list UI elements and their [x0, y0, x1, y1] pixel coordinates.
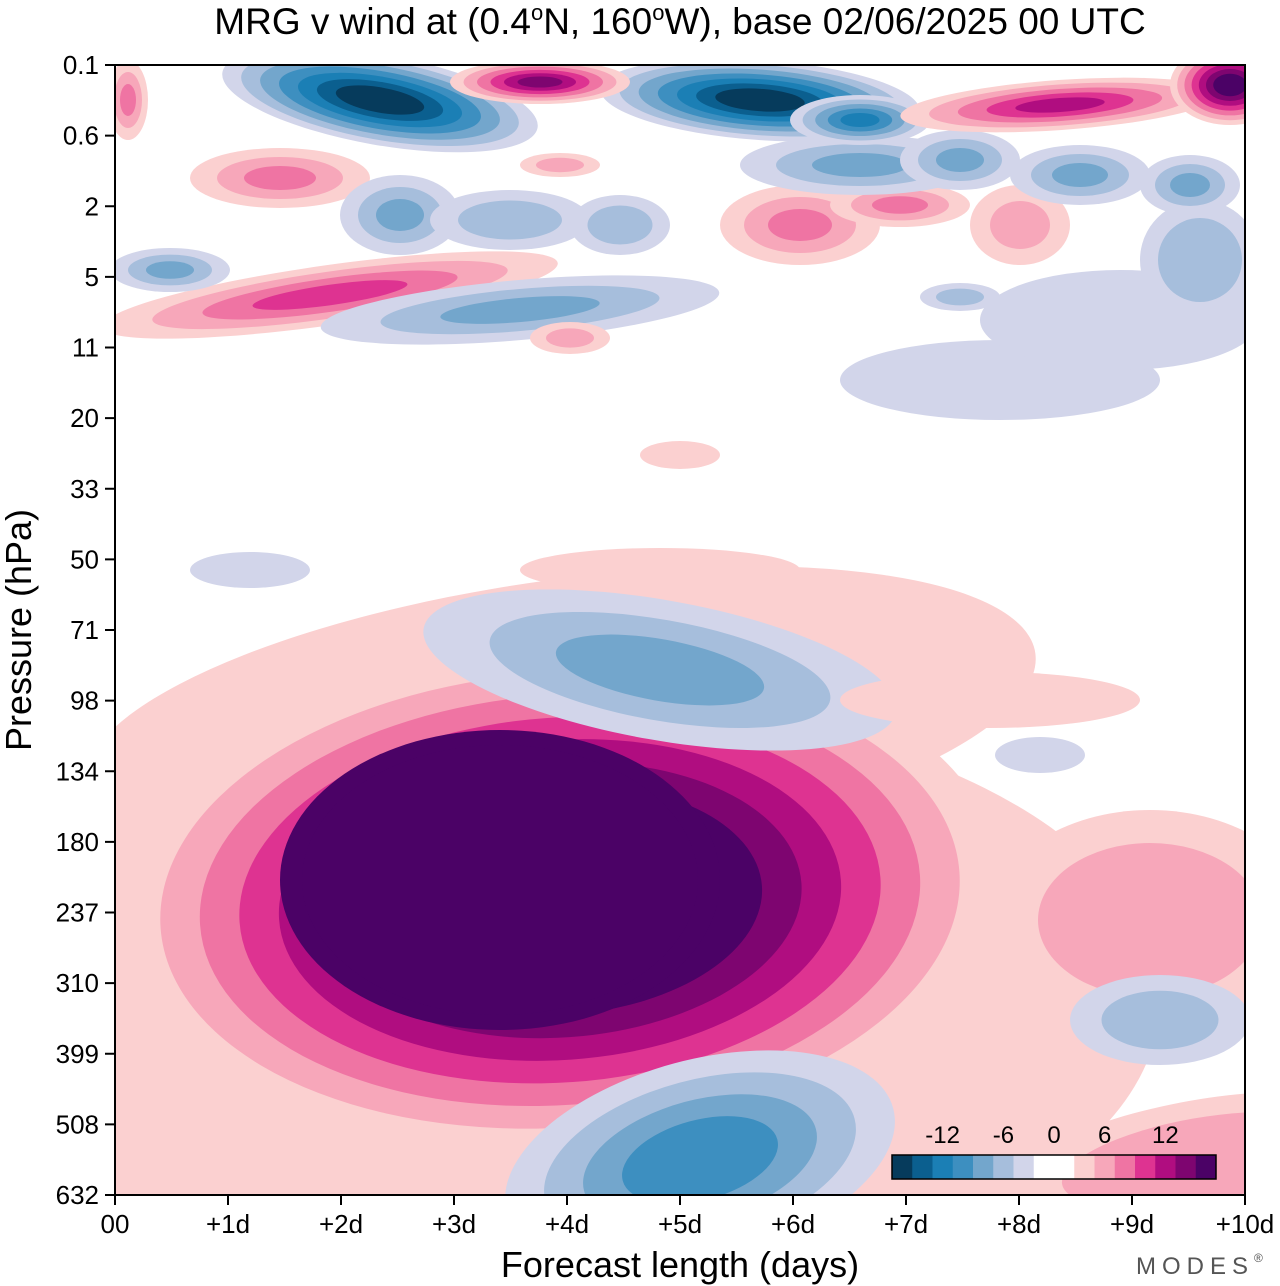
contour-region: [1038, 843, 1245, 997]
colorbar-swatch: [1074, 1155, 1095, 1179]
y-tick-label: 310: [56, 968, 99, 998]
contour-region: [840, 113, 880, 127]
x-tick-label: +10d: [1216, 1209, 1275, 1239]
contour-region: [302, 745, 698, 1015]
x-tick-label: +7d: [884, 1209, 928, 1239]
contour-region: [376, 199, 424, 231]
contour-region: [840, 672, 1140, 728]
colorbar-frame: [891, 1154, 1217, 1180]
chart-title: MRG v wind at (0.4oN, 160oW), base 02/06…: [214, 0, 1145, 42]
colorbar-swatch: [1013, 1155, 1035, 1179]
y-tick-label: 33: [70, 474, 99, 504]
x-tick-label: 00: [101, 1209, 130, 1239]
y-axis-label: Pressure (hPa): [0, 509, 39, 751]
colorbar: -12 -6 0 6 12: [891, 1122, 1217, 1180]
colorbar-swatch: [1175, 1155, 1197, 1179]
contour-region: [715, 88, 805, 112]
colorbar-swatch: [912, 1155, 933, 1179]
contour-region: [990, 201, 1050, 249]
contour-region: [555, 634, 765, 706]
colorbar-swatch: [952, 1155, 974, 1179]
contour-region: [995, 737, 1085, 773]
contour-region: [1015, 97, 1105, 113]
x-tick-label: +8d: [997, 1209, 1041, 1239]
y-tick-label: 180: [56, 827, 99, 857]
y-tick-label: 134: [56, 756, 99, 786]
contour-region: [520, 548, 800, 592]
contour-region: [872, 196, 928, 214]
x-tick-label: +9d: [1110, 1209, 1154, 1239]
contour-region: [768, 209, 832, 241]
contour-region: [244, 166, 316, 190]
colorbar-label: -12: [925, 1122, 960, 1149]
x-axis-label: Forecast length (days): [501, 1244, 859, 1285]
contour-region: [936, 288, 984, 306]
contour-region: [640, 441, 720, 469]
y-tick-label: 5: [85, 262, 99, 292]
colorbar-swatch: [892, 1155, 913, 1179]
brand-logo-text: MODES®: [1136, 1251, 1263, 1280]
contour-region: [517, 76, 563, 88]
y-tick-label: 0.6: [63, 121, 99, 151]
x-tick-label: +4d: [545, 1209, 589, 1239]
x-tick-label: +3d: [432, 1209, 476, 1239]
y-tick-label: 11: [72, 333, 99, 363]
contour-region: [812, 153, 908, 177]
y-tick-label: 508: [56, 1109, 99, 1139]
colorbar-label: 6: [1098, 1122, 1111, 1149]
contour-region: [190, 552, 310, 588]
y-tick-label: 632: [56, 1180, 99, 1210]
colorbar-swatch: [1114, 1155, 1136, 1179]
y-axis: 0.1 0.6 2 5 11 20 33 50 71 98 134 180 237 310 399 508 63…: [56, 50, 115, 1210]
y-tick-label: 50: [70, 544, 99, 574]
x-tick-label: +1d: [206, 1209, 250, 1239]
contour-region: [1170, 173, 1210, 197]
colorbar-swatch: [973, 1155, 994, 1179]
contour-region: [587, 205, 653, 245]
y-tick-label: 98: [70, 686, 99, 716]
colorbar-swatch: [932, 1155, 954, 1179]
y-tick-label: 399: [56, 1039, 99, 1069]
colorbar-swatch: [1155, 1155, 1176, 1179]
plot-area: [115, 65, 1245, 1195]
y-tick-label: 71: [70, 615, 99, 645]
y-tick-label: 0.1: [63, 50, 99, 80]
y-tick-label: 20: [70, 403, 99, 433]
colorbar-label: 0: [1047, 1122, 1060, 1149]
contour-region: [120, 84, 136, 116]
x-tick-label: +2d: [319, 1209, 363, 1239]
contour-region: [1158, 218, 1242, 302]
colorbar-swatch: [993, 1155, 1014, 1179]
colorbar-label: 12: [1152, 1122, 1179, 1149]
contour-region: [1101, 990, 1219, 1050]
contour-region: [335, 85, 425, 115]
contour-region: [936, 148, 984, 172]
contour-region: [440, 296, 600, 324]
x-axis: 00 +1d +2d +3d +4d +5d +6d +7d +8d +9d +10d: [101, 1195, 1275, 1239]
contour-region: [252, 280, 408, 310]
colorbar-swatch: [1054, 1155, 1075, 1179]
contour-region: [1052, 163, 1108, 187]
contour-region: [146, 261, 194, 279]
contour-region: [622, 1116, 778, 1195]
contour-region: [1213, 73, 1245, 97]
x-tick-label: +6d: [771, 1209, 815, 1239]
colorbar-swatch: [1195, 1155, 1217, 1179]
colorbar-label: -6: [993, 1122, 1014, 1149]
y-tick-label: 237: [56, 898, 99, 928]
contour-region: [536, 157, 584, 173]
colorbar-swatch: [1135, 1155, 1156, 1179]
contour-region: [546, 328, 594, 348]
contour-region: [458, 200, 562, 240]
colorbar-swatch: [1033, 1155, 1055, 1179]
y-tick-label: 2: [85, 191, 99, 221]
x-tick-label: +5d: [658, 1209, 702, 1239]
colorbar-swatch: [1094, 1155, 1116, 1179]
